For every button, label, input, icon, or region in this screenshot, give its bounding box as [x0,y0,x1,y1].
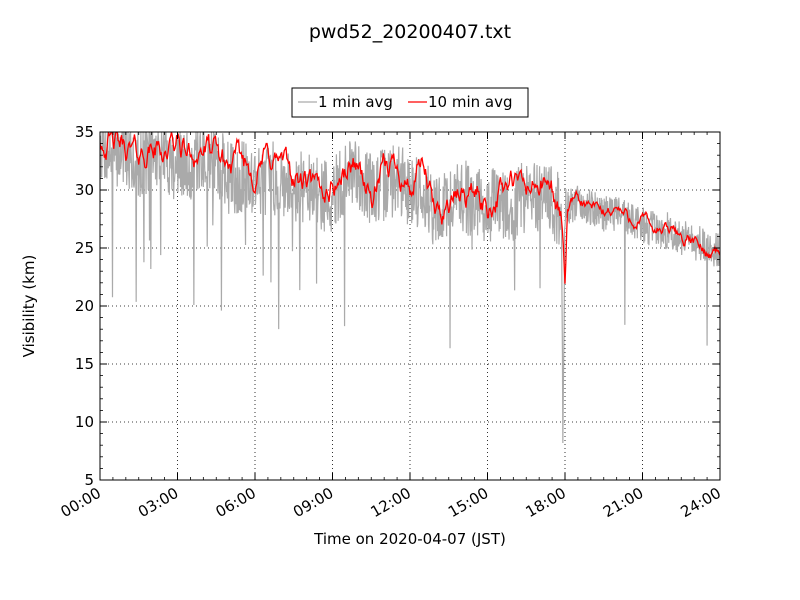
series-line-10min-avg [100,132,720,284]
x-tick-label: 00:00 [58,484,104,521]
legend-label-1min: 1 min avg [318,93,393,111]
y-tick-label: 15 [75,355,94,373]
y-tick-label: 35 [75,123,94,141]
y-tick-label: 25 [75,239,94,257]
series-line-1min-avg [100,132,720,443]
y-tick-label: 5 [84,471,94,489]
x-tick-label: 18:00 [523,484,569,521]
y-tick-label: 20 [75,297,94,315]
grid-lines [100,132,720,480]
x-tick-label: 09:00 [290,484,336,521]
x-axis-label: Time on 2020-04-07 (JST) [313,530,506,548]
x-tick-label: 12:00 [368,484,414,521]
x-tick-label: 24:00 [678,484,724,521]
y-tick-label: 10 [75,413,94,431]
legend-label-10min: 10 min avg [428,93,513,111]
axis-ticks [99,131,721,481]
chart-title: pwd52_20200407.txt [309,21,511,43]
x-tick-label: 06:00 [213,484,259,521]
y-tick-labels: 5 10 15 20 25 30 35 [75,123,94,489]
series-layer [100,132,720,443]
y-tick-label: 30 [75,181,94,199]
y-axis-label: Visibility (km) [20,255,38,358]
legend: 1 min avg 10 min avg [291,87,529,118]
x-tick-label: 03:00 [135,484,181,521]
x-tick-labels: 00:00 03:00 06:00 09:00 12:00 15:00 18:00 21:00… [58,484,724,521]
x-tick-label: 21:00 [600,484,646,521]
x-tick-label: 15:00 [445,484,491,521]
